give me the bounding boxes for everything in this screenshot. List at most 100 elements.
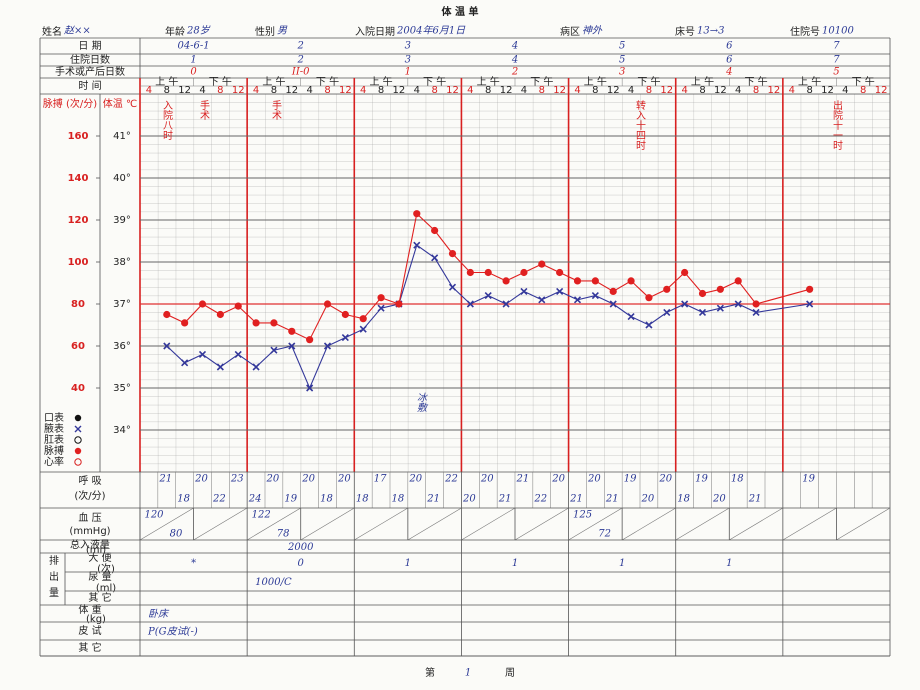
date: 04-6-1 (177, 41, 209, 52)
bp-systolic: 122 (252, 510, 271, 521)
surgery-day: 5 (833, 67, 839, 78)
hour-label: 4 (681, 85, 687, 96)
hour-label: 8 (378, 85, 384, 96)
respiration-value: 20 (587, 474, 601, 485)
y2-tick-label: 160 (68, 131, 89, 142)
temperature-point (520, 287, 528, 295)
temperature-point (716, 304, 724, 312)
respiration-value: 18 (177, 494, 190, 505)
row-label: 排出量 (47, 554, 59, 603)
bp-diastolic: 78 (277, 529, 290, 540)
hour-label: 4 (253, 85, 259, 96)
respiration-value: 20 (301, 474, 315, 485)
y2-tick-label: 80 (71, 299, 85, 310)
cell-diagonal (193, 507, 248, 541)
cell-value: 1000/C (255, 577, 292, 588)
half-day-label: 下 午 (744, 75, 767, 88)
legend-label: 脉搏 (44, 444, 64, 457)
y2-tick-label: 60 (71, 341, 85, 352)
y-tick-label: 35° (113, 383, 131, 394)
temperature-point (609, 300, 617, 308)
temperature-point (734, 300, 742, 308)
respiration-value: 20 (194, 474, 208, 485)
temperature-point (573, 296, 582, 304)
hour-label: 12 (393, 85, 406, 96)
temperature-point (341, 334, 349, 342)
legend-label: 口表 (44, 411, 64, 424)
pulse-point (645, 294, 653, 302)
temperature-point (645, 321, 653, 329)
hour-label: 8 (539, 85, 545, 96)
surgery-day: 2 (511, 67, 518, 78)
hour-label: 8 (699, 85, 705, 96)
cell-diagonal (514, 507, 569, 541)
pulse-point (431, 226, 439, 235)
respiration-value: 21 (569, 494, 583, 505)
y-tick-label: 40° (113, 173, 131, 184)
pulse-point (716, 285, 724, 293)
hour-label: 4 (574, 85, 580, 96)
pulse-point (341, 310, 349, 319)
hour-label: 4 (360, 85, 366, 96)
y-tick-label: 36° (113, 341, 131, 352)
row-label: 时 间 (78, 79, 101, 92)
temperature-point (752, 308, 760, 316)
surgery-day: 1 (405, 67, 411, 78)
half-day-label: 下 午 (209, 75, 232, 88)
cell-diagonal (246, 507, 301, 541)
temperature-point (484, 292, 492, 300)
cell-value: 0 (298, 558, 305, 569)
legend-symbol (74, 425, 82, 433)
temperature-point (181, 359, 189, 367)
temperature-point (627, 313, 635, 321)
pulse-point (752, 300, 760, 308)
pulse-point (163, 310, 171, 319)
header-label: 性别 (255, 25, 275, 38)
half-day-label: 上 午 (691, 75, 714, 88)
pulse-point (306, 336, 314, 344)
surgery-day: II-0 (291, 67, 310, 78)
pulse-point (502, 277, 510, 285)
cell-value: 1 (619, 558, 625, 569)
date: 3 (405, 41, 411, 52)
row-label: 呼 吸 (78, 475, 101, 487)
cell-value: 1 (726, 558, 732, 569)
cell-diagonal (836, 507, 891, 541)
annotation: 手术 (270, 99, 282, 121)
cell-value: 2000 (287, 542, 314, 553)
respiration-value: 22 (212, 494, 226, 505)
pulse-point (216, 310, 224, 319)
row-label: 皮 试 (78, 624, 101, 637)
cell-diagonal (675, 507, 730, 541)
pulse-point (181, 319, 189, 327)
row-unit: (kg) (86, 614, 106, 625)
respiration-value: 18 (356, 494, 369, 505)
respiration-value: 20 (712, 494, 726, 505)
legend-symbol (74, 447, 82, 455)
cell-diagonal (621, 507, 676, 541)
temperature-point (323, 342, 332, 350)
hour-label: 4 (628, 85, 634, 96)
half-day-label: 上 午 (155, 75, 178, 88)
temperature-point (538, 296, 546, 304)
respiration-value: 20 (462, 494, 476, 505)
temperature-point (502, 300, 510, 308)
hour-label: 8 (324, 85, 330, 96)
hour-label: 8 (271, 85, 277, 96)
bp-diastolic: 80 (170, 529, 183, 540)
hour-label: 12 (768, 85, 781, 96)
annotation: 冰敷 (415, 392, 427, 412)
legend-symbol (74, 458, 82, 466)
hospital-day: 4 (511, 55, 518, 66)
hour-label: 4 (467, 85, 473, 96)
hour-label: 4 (199, 85, 205, 96)
hospital-day: 6 (726, 55, 733, 66)
respiration-value: 18 (320, 494, 333, 505)
hour-label: 12 (607, 85, 620, 96)
pulse-point (734, 277, 742, 285)
footer-unit: 周 (505, 667, 515, 679)
header-value: 神外 (582, 25, 603, 37)
row-unit: (mmHg) (69, 526, 110, 537)
hour-label: 4 (789, 85, 795, 96)
hour-label: 8 (753, 85, 759, 96)
